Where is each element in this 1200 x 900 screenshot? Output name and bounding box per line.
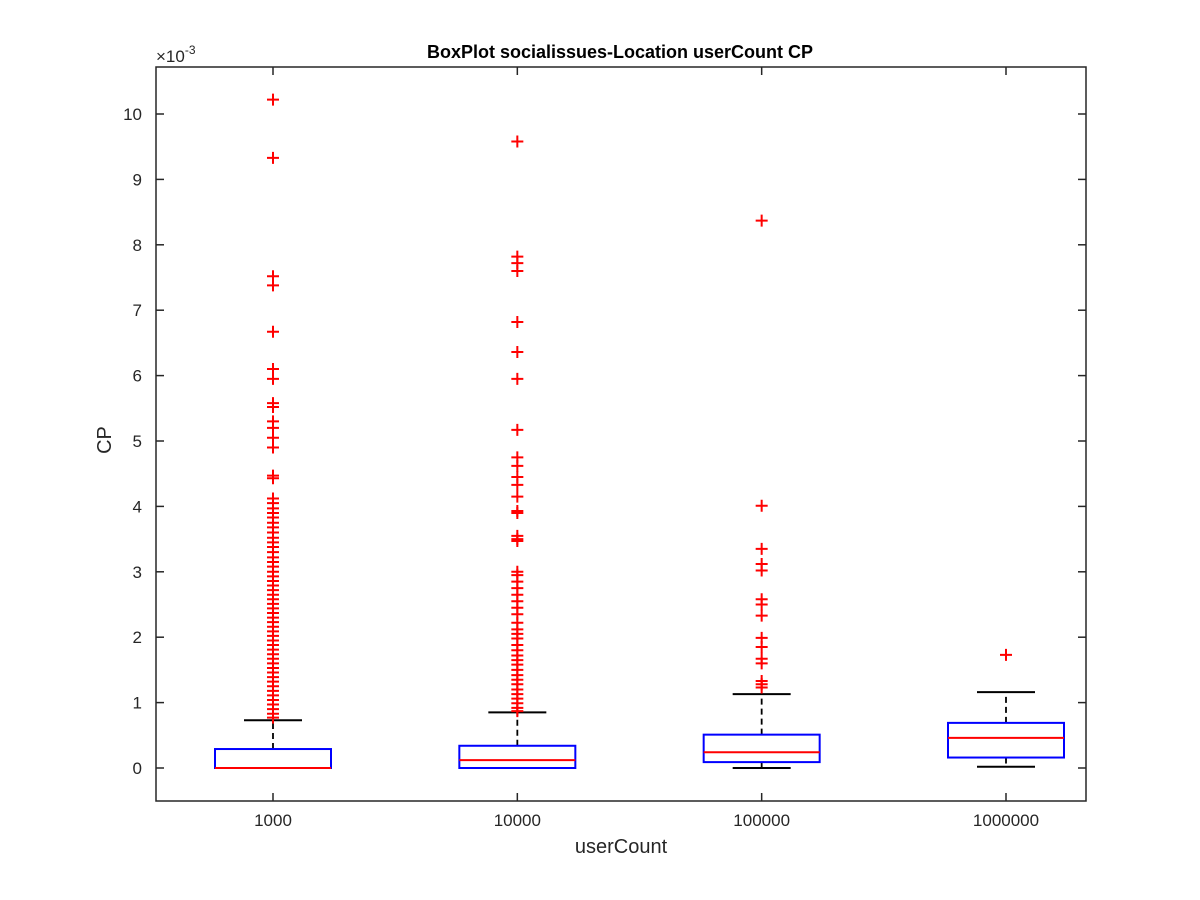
plot-area [214, 93, 1065, 769]
outlier-marker [267, 151, 279, 164]
y-exponent-label: ×10-3 [156, 43, 196, 66]
iqr-box [458, 744, 577, 769]
y-tick-label: 1 [133, 694, 142, 713]
y-tick-label: 6 [133, 367, 142, 386]
y-tick-label: 8 [133, 236, 142, 255]
outlier-marker [755, 598, 768, 611]
outlier-marker [511, 459, 524, 472]
y-tick-label: 5 [133, 432, 142, 451]
y-tick-label: 4 [133, 497, 142, 516]
outlier-marker [755, 499, 768, 512]
outlier-marker [755, 609, 768, 622]
outlier-marker [267, 711, 279, 724]
outlier-marker [511, 423, 524, 436]
y-exponent-power: -3 [185, 43, 196, 57]
x-tick-label: 100000 [733, 811, 790, 830]
y-exponent-base: ×10 [156, 47, 185, 66]
outlier-marker [755, 214, 768, 227]
outlier-marker [511, 372, 524, 385]
outlier-marker [755, 564, 768, 577]
x-axis-label: userCount [575, 836, 668, 858]
outlier-marker [511, 490, 524, 503]
y-tick-label: 7 [133, 301, 142, 320]
outlier-marker [755, 657, 768, 670]
iqr-box [702, 733, 821, 764]
outlier-marker [755, 681, 768, 694]
chart-title: BoxPlot socialissues-Location userCount … [427, 42, 813, 62]
outlier-marker [1000, 648, 1012, 661]
y-tick-label: 2 [133, 628, 142, 647]
outlier-marker [267, 279, 279, 292]
outlier-marker [511, 478, 524, 491]
axes: 0 1 2 3 4 5 6 7 8 9 10 1000 10000 100000 1000000 [123, 67, 1086, 830]
outlier-marker [755, 641, 768, 654]
y-tick-label: 9 [133, 170, 142, 189]
outlier-marker [511, 535, 524, 548]
box-group-1000 [214, 93, 332, 769]
x-tick-label: 1000 [254, 811, 292, 830]
outlier-marker [511, 315, 524, 328]
outlier-marker [267, 472, 279, 485]
outlier-marker [511, 705, 524, 718]
y-tick-label: 3 [133, 563, 142, 582]
x-tick-label: 1000000 [973, 811, 1039, 830]
box-group-100000 [702, 214, 821, 769]
outlier-marker [511, 506, 524, 519]
outlier-marker [755, 542, 768, 555]
y-tick-label: 0 [133, 759, 142, 778]
outlier-marker [511, 346, 524, 359]
box-group-1000000 [947, 648, 1065, 768]
box-group-10000 [458, 135, 577, 769]
y-tick-label: 10 [123, 105, 142, 124]
outlier-marker [267, 400, 279, 413]
outlier-marker [267, 372, 279, 385]
iqr-box [947, 721, 1065, 759]
outlier-marker [267, 93, 279, 106]
outlier-marker [511, 135, 524, 148]
axes-frame [155, 66, 1087, 802]
outlier-marker [267, 441, 279, 454]
outlier-marker [267, 325, 279, 338]
x-tick-label: 10000 [494, 811, 541, 830]
y-axis-label: CP [94, 426, 116, 454]
outlier-marker [511, 264, 524, 277]
